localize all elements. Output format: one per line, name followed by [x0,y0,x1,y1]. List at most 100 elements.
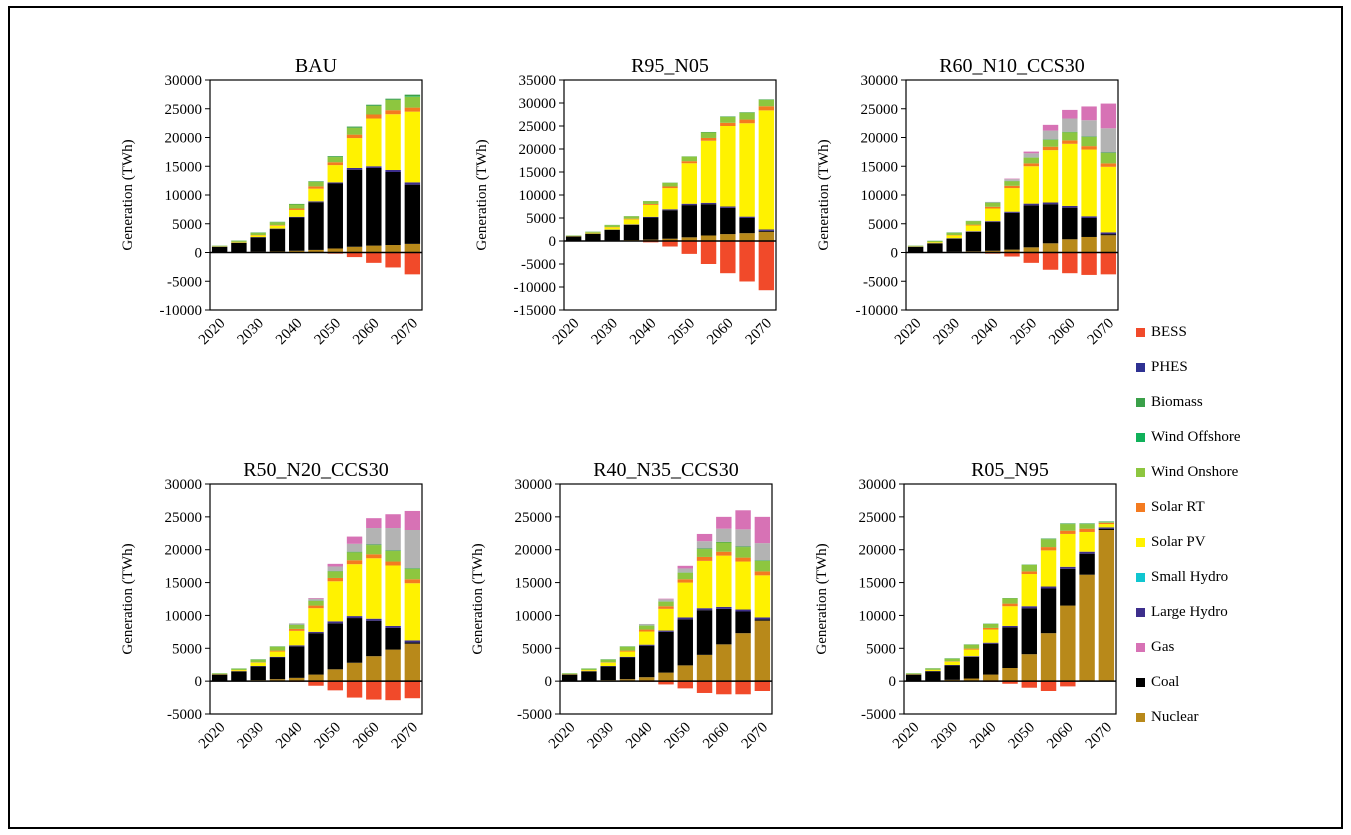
legend-item-coal: Coal [1136,672,1179,692]
bar-bess-2060 [1060,681,1076,687]
bar-biomass-2055 [1042,139,1059,140]
chart-title: R95_N05 [631,55,709,77]
y-axis-label: Generation (TWh) [470,543,486,654]
bar-wind-onshore-2060 [716,542,732,552]
bar-solar-pv-2030 [944,661,960,665]
bar-bess-2065 [1081,252,1097,275]
bar-nuclear-2070 [1098,530,1115,682]
bar-nuclear-2055 [700,235,717,241]
bar-coal-2030 [250,666,266,681]
bar-large-hydro-2040 [983,642,999,644]
chart-title: R50_N20_CCS30 [243,459,389,481]
bar-wind-onshore-2035 [963,644,980,649]
bar-solar-pv-2035 [619,651,636,657]
bar-solar-pv-2040 [289,630,305,646]
bar-large-hydro-2045 [658,630,674,632]
bar-biomass-2040 [289,203,305,205]
bar-biomass-2055 [1040,538,1057,540]
bar-coal-2060 [366,620,382,657]
plot-area [209,483,423,715]
x-tick-label: 2040 [967,720,1000,753]
bar-wind-onshore-2020 [211,673,228,675]
bar-biomass-2055 [346,126,363,128]
bar-nuclear-2045 [308,249,324,253]
bar-wind-onshore-2045 [1002,598,1018,604]
bar-coal-2030 [600,666,616,681]
bar-wind-onshore-2060 [366,545,382,555]
bar-biomass-2070 [1098,521,1115,523]
bar-wind-onshore-2035 [269,222,286,226]
bar-coal-2025 [585,233,601,241]
x-tick-label: 2060 [350,316,383,349]
bar-gas-2070 [1100,103,1117,129]
legend-label: Wind Offshore [1151,428,1241,445]
bar-gas-2065 [735,510,751,530]
legend-label: Solar PV [1151,533,1206,550]
bar-solar-rt-2070 [758,106,775,111]
bar-nuclear-2045 [308,674,324,682]
y-tick-label: 25000 [515,510,553,526]
bar-large-hydro-2050 [677,617,693,620]
bar-wind-onshore-2035 [269,646,286,651]
bar-coal-2070 [404,184,421,244]
bar-large-hydro-2060 [366,166,382,168]
y-tick-label: 10000 [165,608,203,624]
legend-swatch [1136,677,1145,687]
bar-solar-pv-2030 [250,235,266,238]
bar-large-hydro-2060 [1062,205,1078,208]
chart-svg: R05_N95 Generation (TWh) -5000 0 5000 10000 15… [814,459,1117,753]
x-tick-label: 2030 [928,720,961,753]
bar-solar-rt-2050 [1021,571,1037,575]
y-tick-label: 5000 [172,217,202,233]
x-tick-label: 2070 [389,720,422,753]
bar-coal-2025 [581,671,597,681]
y-tick-label: 15000 [515,576,553,592]
bar-nuclear-2045 [1004,249,1020,253]
bar-large-hydro-2040 [289,645,305,647]
bar-coal-2020 [905,674,922,681]
bar-solar-pv-2025 [585,232,601,234]
bar-solar-pv-2035 [965,225,982,232]
chart-title: R60_N10_CCS30 [939,55,1085,77]
bar-nuclear-2070 [404,643,421,682]
bar-wind-onshore-2045 [308,600,324,606]
y-tick-label: 20000 [165,543,203,559]
chart-svg: BAU Generation (TWh) -10000 -5000 0 5000 10000… [120,55,423,349]
bar-large-hydro-2040 [643,216,659,218]
bar-coal-2055 [346,169,363,247]
x-tick-label: 2020 [196,316,229,349]
legend-item-large-hydro: Large Hydro [1136,602,1228,622]
y-tick-label: 30000 [515,477,553,493]
bar-wind-onshore-2025 [581,668,597,670]
bar-solar-pv-2055 [1040,550,1057,587]
bar-solar-rt-2055 [1042,146,1059,151]
bar-wind-onshore-2030 [946,232,962,236]
bar-wind-onshore-2060 [1060,524,1076,531]
bar-large-hydro-2065 [739,216,755,218]
bar-bess-2045 [662,241,678,247]
bar-solar-rt-2055 [346,560,363,565]
bar-coal-2065 [739,218,755,234]
bar-solar-pv-2060 [1060,533,1076,567]
bar-bess-2045 [308,681,324,686]
y-tick-label: -5000 [863,274,898,290]
bar-solar-pv-2030 [600,662,616,666]
bar-ccs-2045 [658,599,674,602]
bar-wind-onshore-2045 [308,181,324,187]
bar-wind-onshore-2070 [754,560,771,572]
bar-large-hydro-2050 [327,621,343,624]
y-tick-label: 10000 [165,188,203,204]
bar-nuclear-2050 [327,248,343,253]
bar-solar-rt-2060 [1060,530,1076,534]
bar-large-hydro-2065 [385,169,401,172]
bar-nuclear-2040 [985,250,1001,253]
y-axis-label: Generation (TWh) [814,543,830,654]
x-tick-label: 2050 [666,316,699,349]
bar-solar-rt-2065 [1079,528,1095,532]
bar-wind-onshore-2050 [327,157,343,163]
bar-wind-onshore-2040 [289,624,305,629]
bar-bess-2055 [346,681,363,698]
bar-solar-pv-2060 [720,126,736,207]
bar-large-hydro-2050 [327,182,343,184]
bar-large-hydro-2045 [308,631,324,634]
